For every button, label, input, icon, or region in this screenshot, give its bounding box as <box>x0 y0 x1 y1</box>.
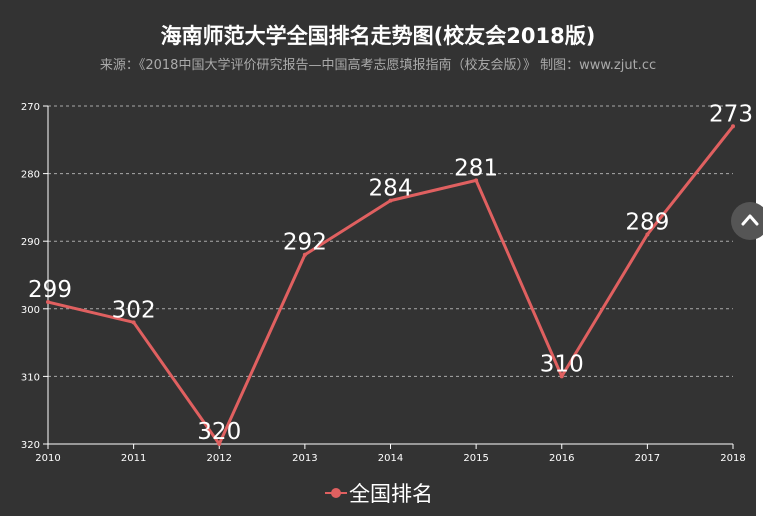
x-tick-label: 2013 <box>292 453 317 464</box>
data-label: 299 <box>28 277 72 303</box>
chart-subtitle: 来源：《2018中国大学评价研究报告—中国高考志愿填报指南（校友会版）》 制图：… <box>99 58 657 73</box>
data-point <box>131 320 136 325</box>
legend-label: 全国排名 <box>349 482 433 506</box>
y-tick-label: 320 <box>21 440 40 451</box>
chevron-up-icon <box>741 214 759 226</box>
data-point <box>388 198 393 203</box>
x-tick-label: 2011 <box>121 453 146 464</box>
y-tick-label: 290 <box>21 237 40 248</box>
data-label: 281 <box>454 155 498 181</box>
data-point <box>559 374 564 379</box>
legend-marker <box>325 486 347 500</box>
data-label: 310 <box>540 351 584 377</box>
data-label: 273 <box>709 101 753 127</box>
data-point <box>645 232 650 237</box>
y-tick-label: 270 <box>21 102 40 113</box>
y-tick-label: 300 <box>21 305 40 316</box>
x-tick-label: 2018 <box>720 453 745 464</box>
data-point <box>302 252 307 257</box>
x-tick-label: 2017 <box>635 453 660 464</box>
data-label: 320 <box>197 419 241 445</box>
x-tick-label: 2010 <box>35 453 60 464</box>
data-label: 284 <box>369 176 413 202</box>
data-point <box>217 442 222 446</box>
legend[interactable]: 全国排名 <box>325 478 433 508</box>
data-point <box>46 300 50 305</box>
chart-title: 海南师范大学全国排名走势图(校友会2018版) <box>160 24 596 48</box>
data-point <box>474 178 479 183</box>
y-tick-label: 310 <box>21 372 40 383</box>
data-label: 289 <box>625 209 669 235</box>
x-tick-label: 2016 <box>549 453 574 464</box>
data-label: 302 <box>112 297 156 323</box>
x-tick-label: 2015 <box>463 453 488 464</box>
data-label: 292 <box>283 230 327 256</box>
y-tick-label: 280 <box>21 170 40 181</box>
x-tick-label: 2014 <box>378 453 403 464</box>
scroll-top-button[interactable] <box>731 202 763 240</box>
x-tick-label: 2012 <box>207 453 232 464</box>
data-point <box>731 124 735 129</box>
